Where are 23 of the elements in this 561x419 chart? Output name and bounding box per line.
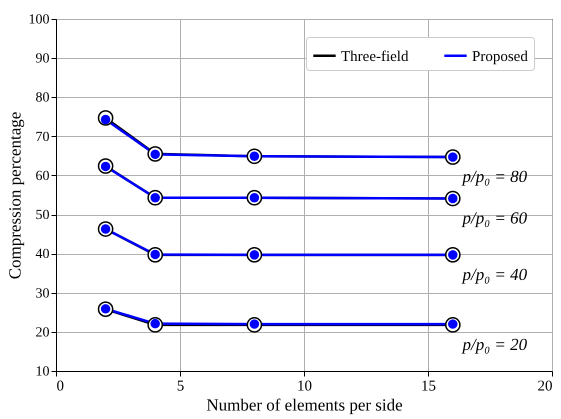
x-tick-label: 10 <box>297 378 312 394</box>
y-tick-label: 40 <box>36 247 50 262</box>
x-tick-label: 5 <box>176 378 184 394</box>
y-axis-title: Compression percentage <box>6 112 24 280</box>
y-tick-label: 70 <box>36 130 50 145</box>
y-tick-label: 100 <box>28 12 50 28</box>
y-tick-label: 10 <box>36 364 50 380</box>
annotation: p/p₀ = 80 <box>461 167 528 186</box>
y-tick-label: 30 <box>36 286 50 302</box>
y-tick-label: 20 <box>36 325 50 340</box>
legend-label: Proposed <box>472 48 528 65</box>
y-tick-label: 50 <box>36 208 50 224</box>
x-tick-label: 0 <box>56 378 64 394</box>
annotation: p/p₀ = 20 <box>461 334 528 354</box>
x-axis-title: Number of elements per side <box>206 396 403 414</box>
x-tick-label: 20 <box>538 378 552 394</box>
y-tick-label: 90 <box>36 52 50 67</box>
y-tick-label: 80 <box>36 90 50 106</box>
annotation: p/p₀ = 40 <box>461 264 528 284</box>
annotation: p/p₀ = 60 <box>461 208 528 228</box>
x-tick-label: 15 <box>421 378 436 394</box>
y-tick-label: 60 <box>36 168 50 184</box>
legend-label: Three-field <box>341 48 409 65</box>
